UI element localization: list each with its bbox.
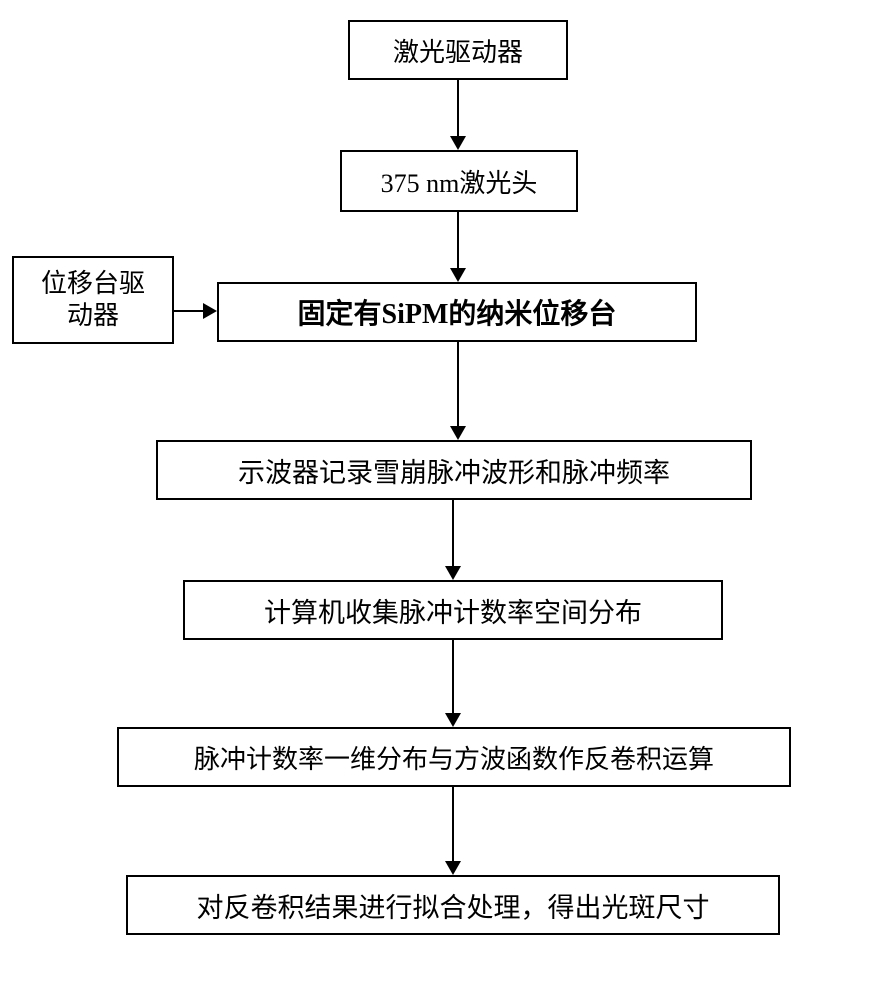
node-stage-driver: 位移台驱 动器	[12, 256, 174, 344]
arrow-line	[457, 212, 459, 268]
node-label: 激光驱动器	[387, 32, 529, 69]
arrow-line	[452, 787, 454, 861]
node-deconvolution: 脉冲计数率一维分布与方波函数作反卷积运算	[117, 727, 791, 787]
arrow-head	[445, 861, 461, 875]
node-label: 示波器记录雪崩脉冲波形和脉冲频率	[232, 451, 676, 490]
arrow-head	[450, 426, 466, 440]
arrow-line	[457, 80, 459, 136]
arrow-line	[174, 310, 203, 312]
node-label: 对反卷积结果进行拟合处理，得出光斑尺寸	[191, 886, 716, 925]
arrow-line	[457, 342, 459, 426]
arrow-line	[452, 640, 454, 713]
node-laser-driver: 激光驱动器	[348, 20, 568, 80]
arrow-head	[445, 566, 461, 580]
arrow-head	[203, 303, 217, 319]
node-label: 位移台驱 动器	[35, 268, 151, 333]
node-fitting-result: 对反卷积结果进行拟合处理，得出光斑尺寸	[126, 875, 780, 935]
node-label: 脉冲计数率一维分布与方波函数作反卷积运算	[188, 739, 720, 776]
node-nano-stage: 固定有SiPM的纳米位移台	[217, 282, 697, 342]
arrow-head	[445, 713, 461, 727]
arrow-line	[452, 500, 454, 566]
node-label: 固定有SiPM的纳米位移台	[292, 292, 623, 332]
node-computer-collect: 计算机收集脉冲计数率空间分布	[183, 580, 723, 640]
node-oscilloscope: 示波器记录雪崩脉冲波形和脉冲频率	[156, 440, 752, 500]
arrow-head	[450, 268, 466, 282]
arrow-head	[450, 136, 466, 150]
node-label: 375 nm激光头	[375, 163, 544, 200]
node-laser-head: 375 nm激光头	[340, 150, 578, 212]
node-label: 计算机收集脉冲计数率空间分布	[258, 591, 648, 630]
